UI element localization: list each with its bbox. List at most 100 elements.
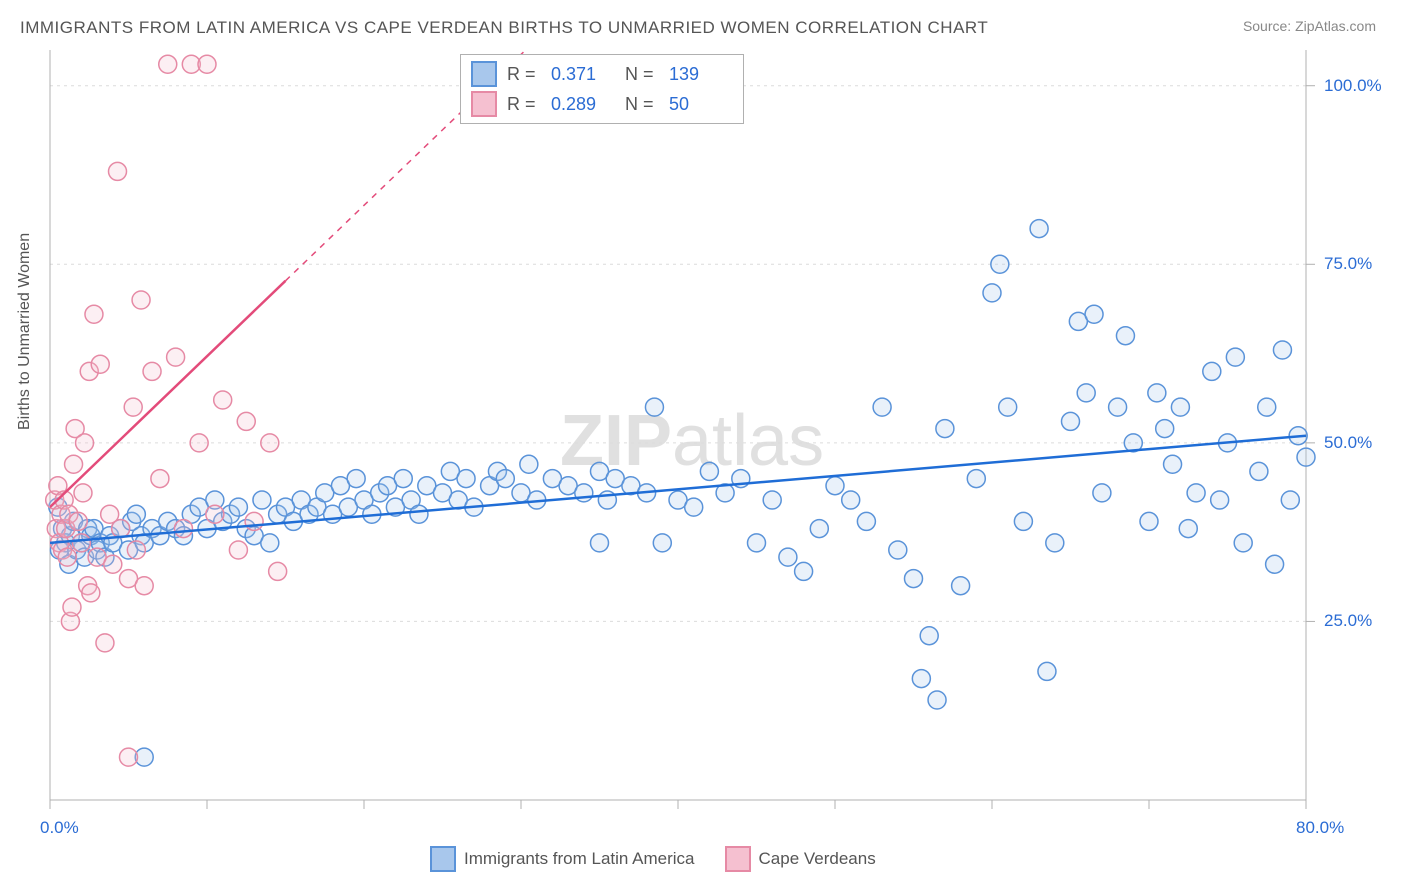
x-tick-label: 0.0% <box>40 818 79 838</box>
scatter-point-latin <box>1164 455 1182 473</box>
scatter-point-cape <box>91 355 109 373</box>
scatter-point-latin <box>1062 412 1080 430</box>
legend-r-value: 0.371 <box>551 64 615 85</box>
legend-swatch <box>725 846 751 872</box>
legend-r-label: R = <box>507 94 541 115</box>
legend-r-label: R = <box>507 64 541 85</box>
legend-swatch <box>471 61 497 87</box>
scatter-point-latin <box>748 534 766 552</box>
legend-series: Immigrants from Latin America Cape Verdea… <box>430 846 876 872</box>
scatter-point-cape <box>72 534 90 552</box>
scatter-point-cape <box>174 520 192 538</box>
scatter-point-latin <box>1266 555 1284 573</box>
scatter-point-latin <box>591 534 609 552</box>
legend-n-label: N = <box>625 64 659 85</box>
scatter-point-latin <box>857 512 875 530</box>
legend-series-item: Immigrants from Latin America <box>430 846 695 872</box>
scatter-point-cape <box>261 434 279 452</box>
scatter-point-latin <box>1258 398 1276 416</box>
scatter-point-latin <box>253 491 271 509</box>
scatter-point-cape <box>124 398 142 416</box>
scatter-point-latin <box>779 548 797 566</box>
scatter-point-latin <box>920 627 938 645</box>
scatter-point-cape <box>198 55 216 73</box>
scatter-point-latin <box>1179 520 1197 538</box>
legend-series-label: Cape Verdeans <box>759 849 876 869</box>
legend-correlation-row: R =0.289N =50 <box>471 89 733 119</box>
scatter-point-cape <box>214 391 232 409</box>
scatter-point-latin <box>1250 462 1268 480</box>
scatter-point-cape <box>74 484 92 502</box>
scatter-point-latin <box>1281 491 1299 509</box>
legend-swatch <box>430 846 456 872</box>
scatter-chart <box>0 0 1406 892</box>
scatter-point-latin <box>229 498 247 516</box>
scatter-point-latin <box>1273 341 1291 359</box>
scatter-point-latin <box>1156 420 1174 438</box>
y-tick-label: 25.0% <box>1324 611 1372 631</box>
scatter-point-latin <box>575 484 593 502</box>
scatter-point-latin <box>1030 220 1048 238</box>
legend-series-label: Immigrants from Latin America <box>464 849 695 869</box>
scatter-point-latin <box>1085 305 1103 323</box>
scatter-point-cape <box>132 291 150 309</box>
scatter-point-cape <box>63 598 81 616</box>
scatter-point-latin <box>1211 491 1229 509</box>
scatter-point-latin <box>1038 662 1056 680</box>
y-tick-label: 50.0% <box>1324 433 1372 453</box>
scatter-point-latin <box>1109 398 1127 416</box>
trend-line-latin <box>50 436 1306 543</box>
scatter-point-latin <box>936 420 954 438</box>
scatter-point-cape <box>96 634 114 652</box>
scatter-point-cape <box>245 512 263 530</box>
scatter-point-latin <box>1234 534 1252 552</box>
scatter-point-cape <box>237 412 255 430</box>
scatter-point-latin <box>991 255 1009 273</box>
scatter-point-latin <box>952 577 970 595</box>
scatter-point-cape <box>159 55 177 73</box>
scatter-point-cape <box>269 562 287 580</box>
y-tick-label: 100.0% <box>1324 76 1382 96</box>
scatter-point-latin <box>261 534 279 552</box>
scatter-point-latin <box>496 470 514 488</box>
scatter-point-cape <box>69 512 87 530</box>
scatter-point-latin <box>1203 362 1221 380</box>
scatter-point-latin <box>1093 484 1111 502</box>
scatter-point-cape <box>229 541 247 559</box>
scatter-point-cape <box>82 584 100 602</box>
scatter-point-latin <box>645 398 663 416</box>
scatter-point-cape <box>112 520 130 538</box>
scatter-point-cape <box>109 162 127 180</box>
scatter-point-latin <box>1187 484 1205 502</box>
scatter-point-latin <box>912 670 930 688</box>
scatter-point-latin <box>653 534 671 552</box>
scatter-point-latin <box>928 691 946 709</box>
scatter-point-latin <box>520 455 538 473</box>
scatter-point-latin <box>889 541 907 559</box>
scatter-point-latin <box>1148 384 1166 402</box>
scatter-point-latin <box>457 470 475 488</box>
y-tick-label: 75.0% <box>1324 254 1372 274</box>
scatter-point-latin <box>810 520 828 538</box>
scatter-point-latin <box>1077 384 1095 402</box>
x-tick-label: 80.0% <box>1296 818 1344 838</box>
scatter-point-cape <box>206 505 224 523</box>
scatter-point-latin <box>967 470 985 488</box>
scatter-point-latin <box>826 477 844 495</box>
scatter-point-latin <box>763 491 781 509</box>
scatter-point-latin <box>127 505 145 523</box>
scatter-point-cape <box>58 548 76 566</box>
scatter-point-latin <box>983 284 1001 302</box>
scatter-point-latin <box>1140 512 1158 530</box>
legend-n-label: N = <box>625 94 659 115</box>
scatter-point-latin <box>1171 398 1189 416</box>
scatter-point-latin <box>1046 534 1064 552</box>
scatter-point-latin <box>347 470 365 488</box>
scatter-point-latin <box>999 398 1017 416</box>
legend-r-value: 0.289 <box>551 94 615 115</box>
trend-line-dashed-cape <box>286 0 1307 281</box>
scatter-point-cape <box>167 348 185 366</box>
scatter-point-latin <box>1014 512 1032 530</box>
scatter-point-latin <box>394 470 412 488</box>
scatter-point-cape <box>104 555 122 573</box>
